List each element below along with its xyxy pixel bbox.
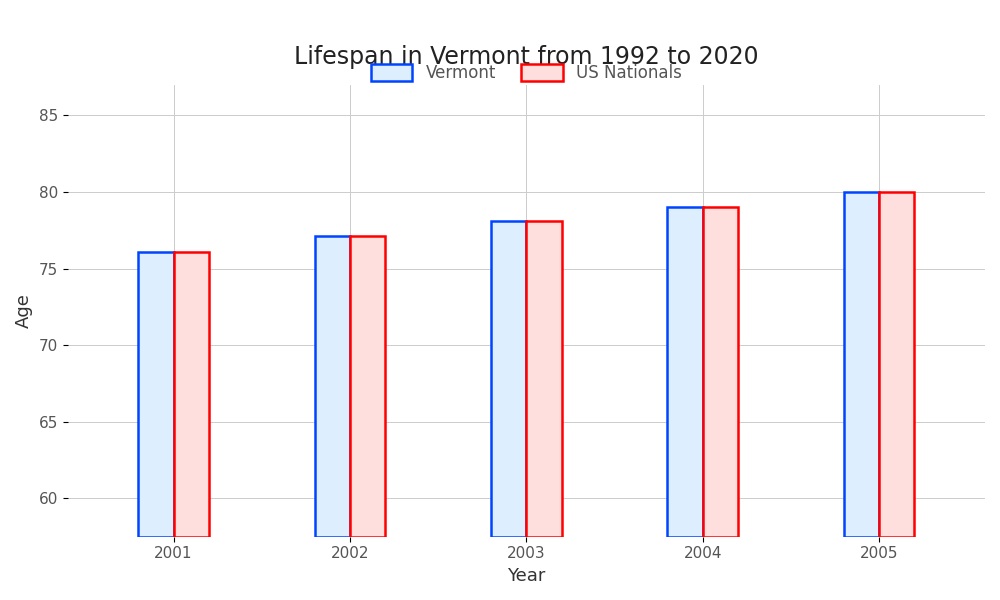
Bar [703,208,738,537]
Bar [526,221,562,537]
Legend: Vermont, US Nationals: Vermont, US Nationals [364,57,689,89]
Bar [138,252,174,537]
Bar [879,192,914,537]
Bar [350,236,385,537]
Bar [491,221,526,537]
Bar [315,236,350,537]
Bar [667,208,703,537]
Y-axis label: Age: Age [15,293,33,328]
Bar [174,252,209,537]
Bar [844,192,879,537]
X-axis label: Year: Year [507,567,546,585]
Title: Lifespan in Vermont from 1992 to 2020: Lifespan in Vermont from 1992 to 2020 [294,45,759,69]
